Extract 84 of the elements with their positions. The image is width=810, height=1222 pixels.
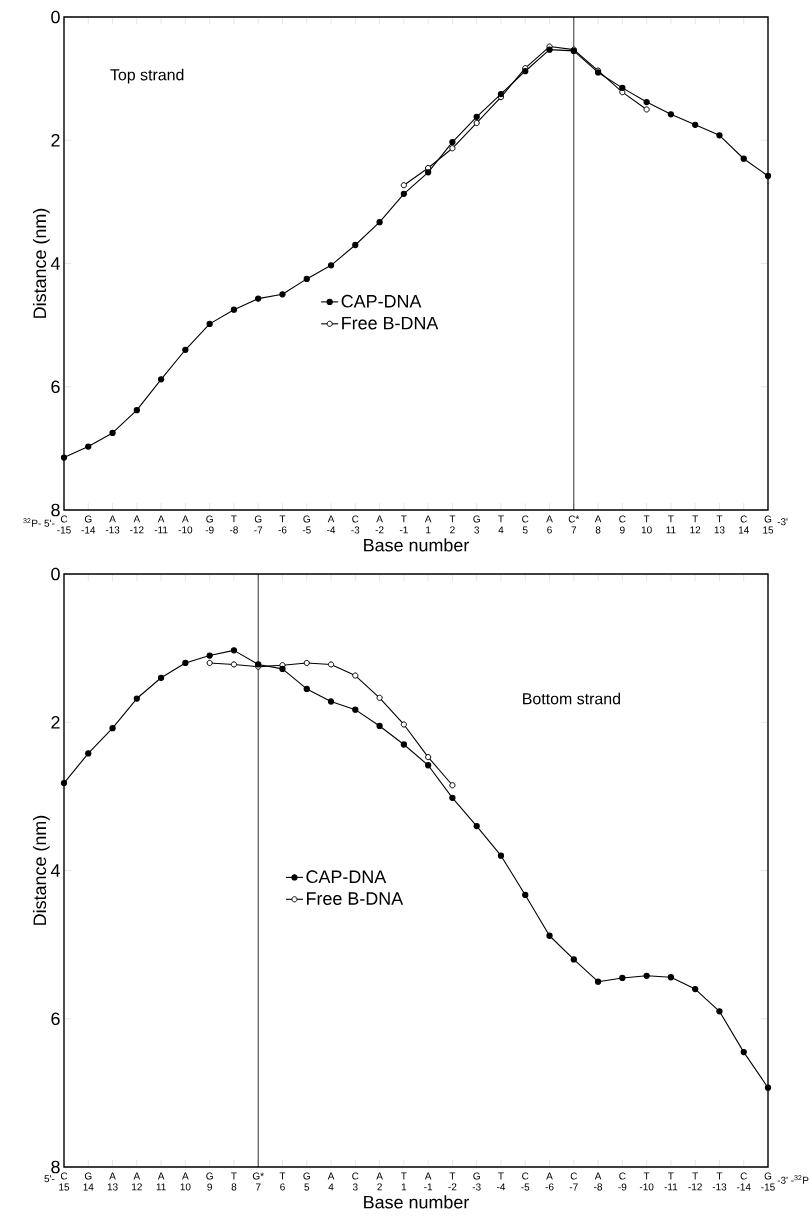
y-tick-label: 8 — [51, 503, 60, 517]
x-tick-label: T -4 — [497, 1172, 506, 1191]
legend-label: Free B-DNA — [307, 892, 404, 905]
x-tick-label: G -9 — [205, 515, 214, 534]
x-tick-label: T -13 — [712, 1172, 727, 1191]
x-tick-label: A 1 — [424, 515, 432, 534]
x-axis-title: Base number — [364, 1195, 470, 1209]
x-tick-label: G -7 — [254, 515, 263, 534]
x-tick-label: A -13 — [105, 515, 120, 534]
text: $^{32}$P- 5'- — [23, 518, 55, 527]
y-axis-title: Distance (nm) — [32, 208, 50, 318]
x-tick-label: G 5 — [303, 1172, 310, 1191]
x-tick-label: T -1 — [399, 515, 408, 534]
x-tick-label: A -2 — [375, 515, 384, 534]
x-tick-label: C -7 — [569, 1172, 578, 1191]
x-tick-label: G* 7 — [252, 1172, 264, 1191]
y-tick-label: 4 — [50, 257, 60, 270]
x-tick-label: T 2 — [449, 515, 456, 534]
y-tick-label: 4 — [50, 864, 60, 877]
x-tick-label: G 15 — [763, 515, 774, 534]
x-tick-label: A -6 — [545, 1172, 554, 1191]
x-tick-label: T -10 — [639, 1172, 654, 1191]
x-tick-label: A 12 — [132, 1172, 142, 1191]
x-tick-label: C 14 — [738, 515, 750, 534]
x-tick-label: G -14 — [81, 515, 96, 534]
x-tick-label: G 14 — [83, 1172, 94, 1191]
y-tick-label: 2 — [51, 715, 60, 729]
x-tick-label: T -8 — [229, 515, 238, 534]
text: -3' — [777, 518, 788, 526]
x-tick-label: C -14 — [737, 1172, 751, 1191]
y-axis-title: Distance (nm) — [32, 815, 50, 925]
x-tick-label: A -1 — [424, 1172, 433, 1191]
x-tick-label: C 3 — [352, 1172, 359, 1191]
x-tick-label: G 3 — [473, 515, 480, 534]
y-tick-label: 2 — [51, 133, 60, 147]
x-tick-label: T 8 — [231, 1172, 237, 1191]
x-tick-label: C -15 — [57, 515, 71, 534]
x-tick-label: C 15 — [59, 1172, 70, 1191]
x-tick-label: A -4 — [327, 515, 336, 534]
x-tick-label: G -15 — [761, 1172, 775, 1191]
y-tick-label: 6 — [51, 380, 60, 394]
legend-label: CAP-DNA — [306, 870, 387, 884]
x-tick-label: A 4 — [327, 1172, 335, 1191]
x-tick-label: C -3 — [351, 515, 360, 534]
y-tick-label: 6 — [51, 1012, 60, 1026]
x-tick-label: A 8 — [594, 515, 602, 534]
y-tick-label: 0 — [51, 10, 60, 24]
legend-label: Free B-DNA — [342, 316, 439, 330]
x-tick-label: C -5 — [521, 1172, 530, 1191]
legend-label: CAP-DNA — [341, 294, 422, 308]
annotation: Bottom strand — [523, 692, 621, 705]
x-tick-label: C* 7 — [568, 515, 580, 534]
x-tick-label: T -6 — [278, 515, 287, 534]
x-tick-label: T 10 — [641, 515, 652, 534]
x-tick-label: G -3 — [472, 1172, 481, 1191]
x-axis-title: Base number — [364, 538, 470, 552]
x-tick-label: A 13 — [107, 1172, 118, 1191]
x-tick-label: A -10 — [178, 515, 193, 534]
text: 5'- — [44, 1175, 55, 1183]
x-tick-label: A 10 — [180, 1172, 191, 1191]
x-tick-label: T 13 — [714, 515, 725, 534]
x-tick-label: T 1 — [401, 1172, 407, 1191]
x-tick-label: A -11 — [154, 515, 168, 534]
text: -3' -$^{32}$P — [777, 1175, 809, 1184]
x-tick-label: C 9 — [619, 515, 626, 534]
x-tick-label: A 11 — [156, 1172, 166, 1191]
x-tick-label: T -11 — [664, 1172, 678, 1191]
x-tick-label: A -12 — [130, 515, 144, 534]
y-tick-label: 8 — [51, 1160, 60, 1174]
x-tick-label: T 11 — [666, 515, 676, 534]
x-tick-label: A 2 — [376, 1172, 383, 1191]
x-tick-label: A -8 — [594, 1172, 603, 1191]
x-tick-label: C 5 — [522, 515, 529, 534]
x-tick-label: T -2 — [448, 1172, 457, 1191]
annotation: Top strand — [110, 68, 184, 84]
x-tick-label: T 4 — [498, 515, 504, 534]
x-tick-label: T 12 — [690, 515, 701, 534]
x-tick-label: G -5 — [302, 515, 311, 534]
x-tick-label: C -9 — [618, 1172, 627, 1191]
x-tick-label: T -12 — [688, 1172, 702, 1191]
x-tick-label: T 6 — [279, 1172, 286, 1191]
x-tick-label: A 6 — [546, 515, 553, 534]
x-tick-label: G 9 — [206, 1172, 213, 1191]
y-tick-label: 0 — [51, 567, 60, 581]
